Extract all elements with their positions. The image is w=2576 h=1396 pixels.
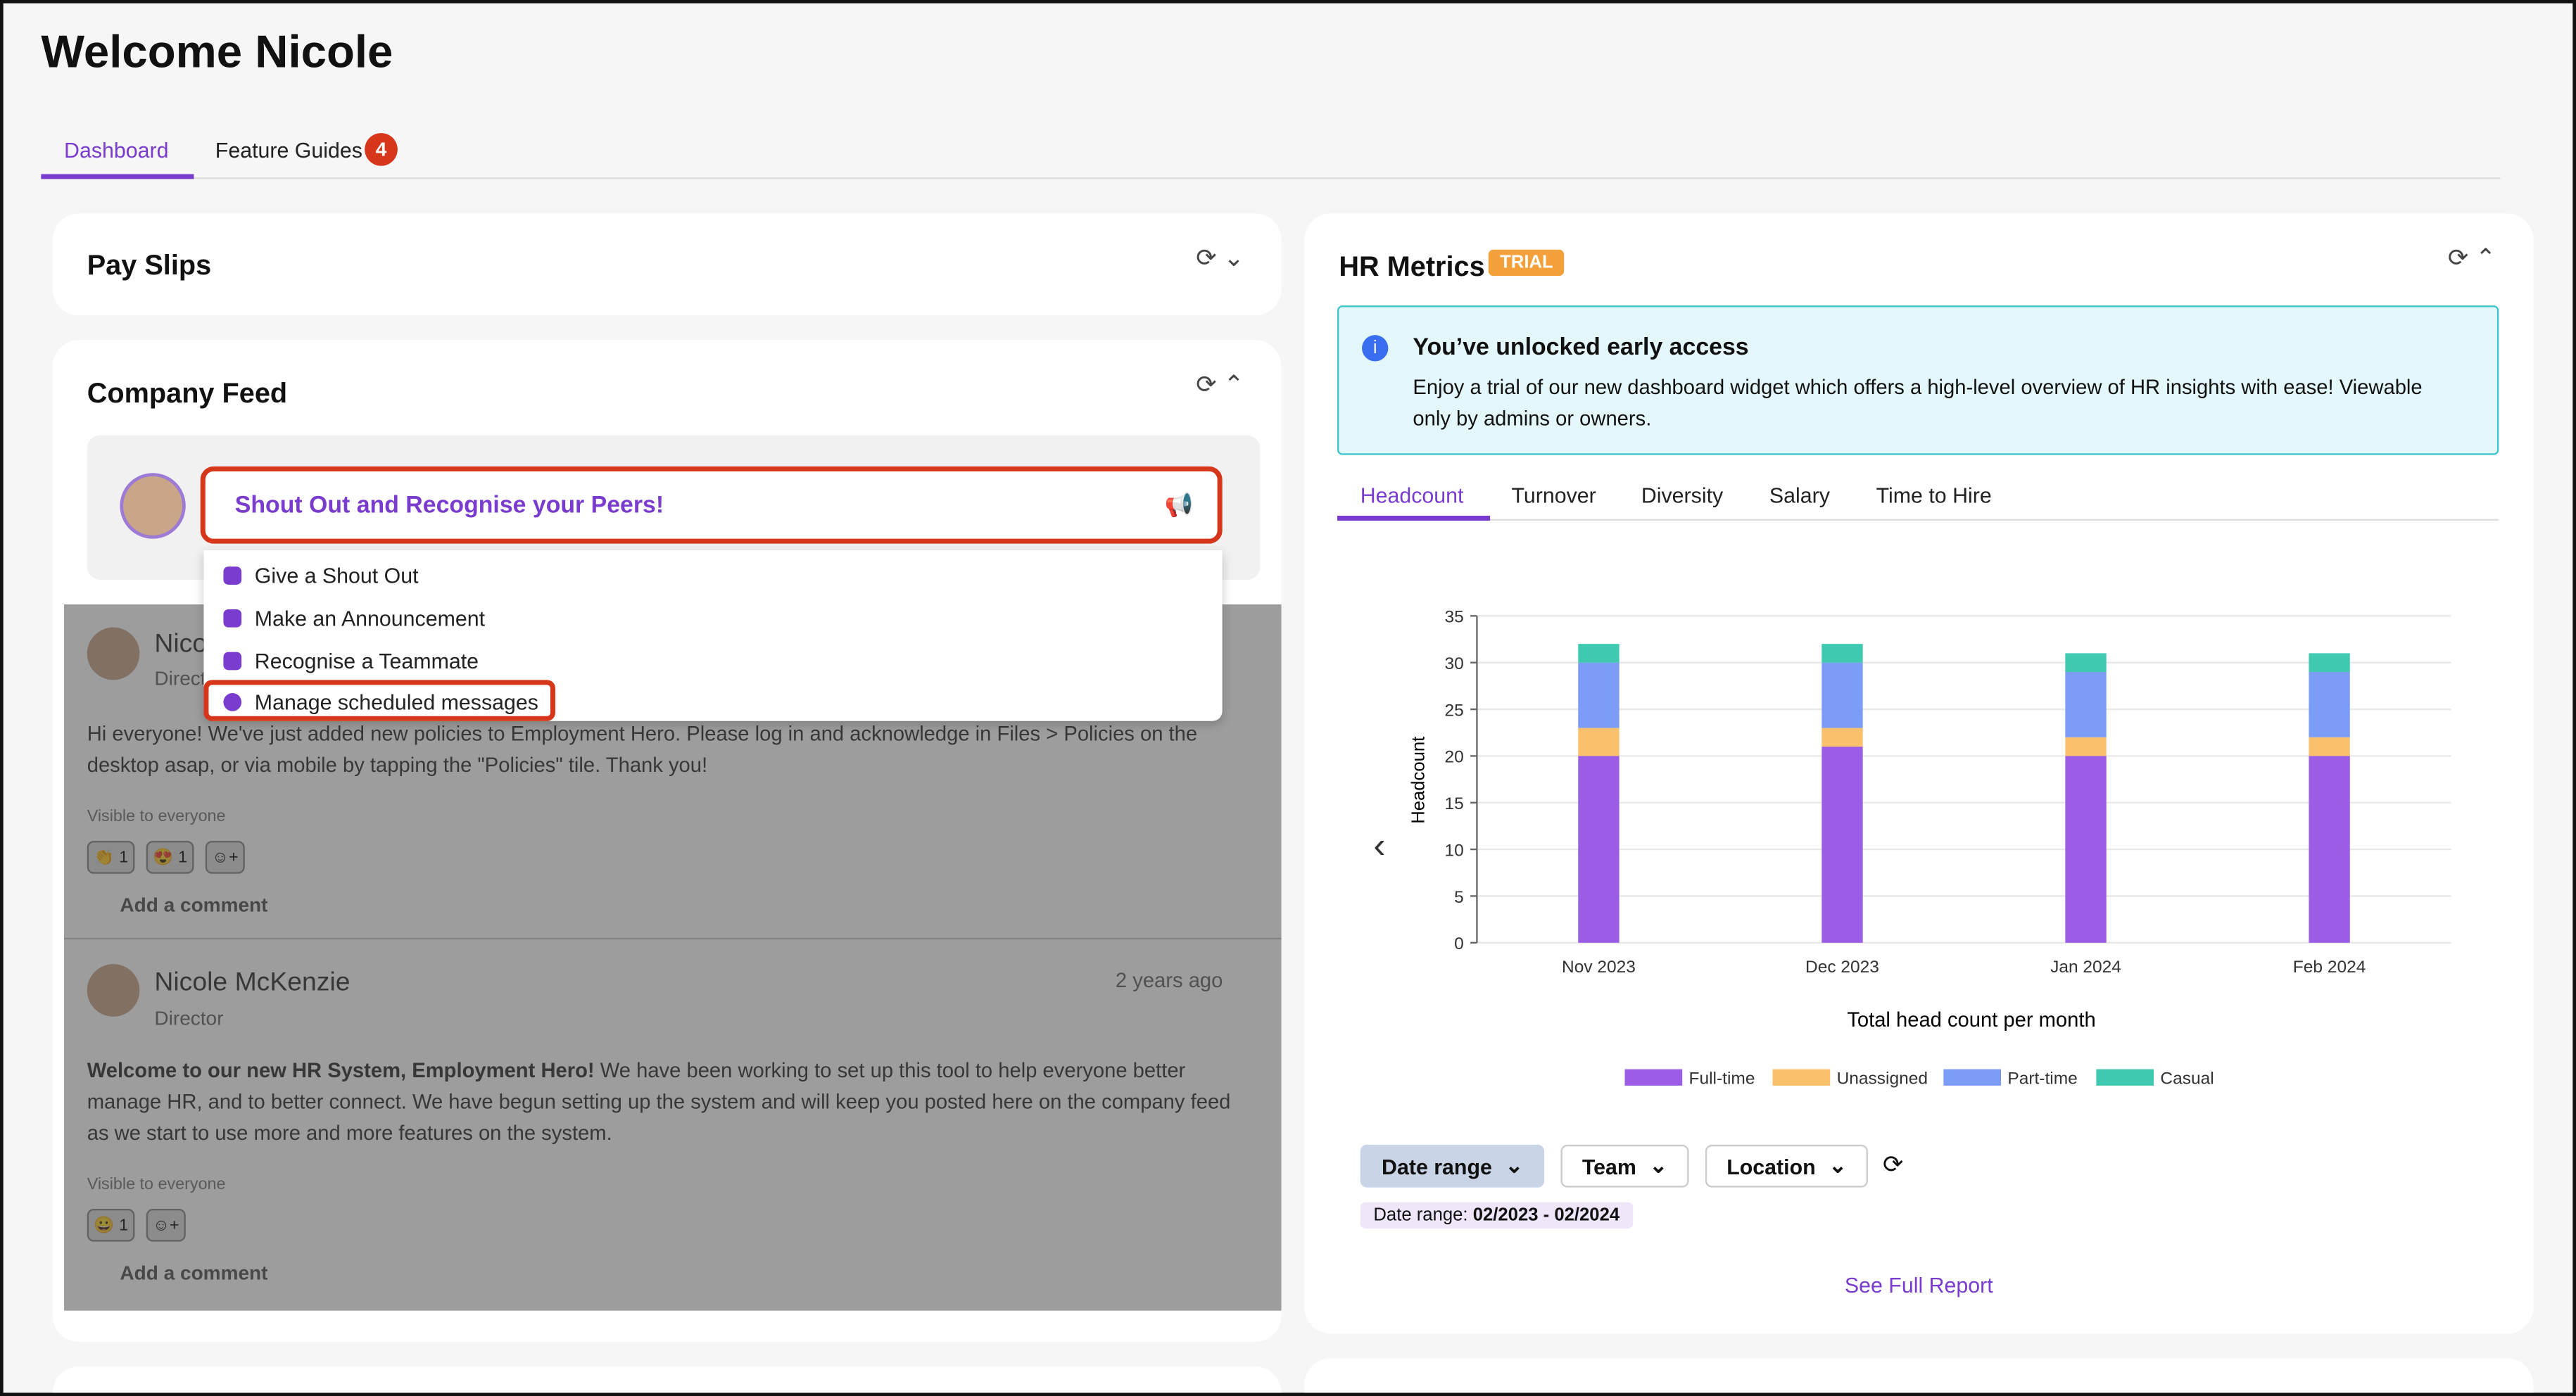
y-tick-label: 0 [1454, 934, 1464, 953]
badge: 4 [365, 133, 398, 166]
bar-segment [2309, 756, 2350, 943]
page-title: Welcome Nicole [41, 26, 393, 77]
menu-item[interactable]: Give a Shout Out [223, 563, 419, 588]
tab-divider [1337, 519, 2499, 521]
menu-item[interactable]: Make an Announcement [223, 606, 485, 630]
trial-badge: TRIAL [1488, 249, 1565, 277]
info-icon: i [1362, 335, 1389, 362]
bar-segment [2309, 671, 2350, 737]
metric-tab[interactable]: Salary [1769, 483, 1830, 508]
x-tick-label: Dec 2023 [1805, 958, 1879, 977]
menu-item[interactable]: Recognise a Teammate [223, 649, 479, 673]
bar-segment [1578, 756, 1620, 943]
bar-segment [1578, 728, 1620, 756]
avatar [120, 473, 186, 539]
prompt: Shout Out and Recognise your Peers! [234, 493, 664, 519]
next-card [1304, 1358, 2534, 1393]
filter-label: Date range [1382, 1153, 1492, 1179]
legend-label: Part-time [2007, 1070, 2077, 1089]
bar-segment [2309, 653, 2350, 672]
legend-swatch [1624, 1069, 1683, 1086]
legend-label: Unassigned [1837, 1070, 1928, 1089]
date-range-value: 02/2023 - 02/2024 [1472, 1205, 1620, 1226]
y-tick-label: 20 [1444, 748, 1463, 767]
metric-tab[interactable]: Turnover [1511, 483, 1596, 508]
megaphone-icon: 📢 [1164, 490, 1194, 518]
bar-segment [1821, 662, 1863, 728]
see-full-report[interactable]: See Full Report [1844, 1272, 1993, 1298]
filter-label: Team [1581, 1153, 1636, 1179]
banner-text: Enjoy a trial of our new dashboard widge… [1413, 376, 2423, 431]
reset-icon[interactable]: ⟳ [1882, 1151, 1904, 1179]
tab-indicator [41, 174, 194, 179]
bar-segment [2309, 737, 2350, 756]
prev-arrow[interactable]: ‹ [1373, 825, 1385, 865]
filter-button[interactable]: Team ⌄ [1560, 1144, 1689, 1188]
bar-segment [1821, 644, 1863, 663]
menu-item[interactable]: Manage scheduled messages [223, 690, 538, 714]
y-tick-label: 5 [1454, 888, 1464, 907]
overlay [64, 604, 1282, 1311]
x-tick-label: Jan 2024 [2050, 958, 2121, 977]
x-axis-title: Total head count per month [1847, 1009, 2095, 1032]
card-title: Company Feed [87, 377, 288, 410]
legend-swatch [1943, 1069, 2002, 1086]
legend-swatch [1772, 1069, 1831, 1086]
dropdown-menu: Give a Shout Out Make an Announcement Re… [203, 550, 1223, 721]
filter-button[interactable]: Location ⌄ [1705, 1144, 1869, 1188]
metric-tab[interactable]: Headcount [1360, 483, 1464, 508]
y-tick-label: 35 [1444, 608, 1463, 627]
bar-segment [2065, 671, 2107, 737]
legend-label: Casual [2160, 1070, 2214, 1089]
y-tick-label: 15 [1444, 794, 1463, 813]
tab[interactable]: Feature Guides [215, 138, 362, 163]
chart: ‹ Headcount Total head count per month 0… [1373, 608, 2451, 1089]
bar-segment [1578, 662, 1620, 728]
x-tick-label: Feb 2024 [2293, 958, 2366, 977]
banner-title: You’ve unlocked early access [1413, 335, 1749, 362]
company-feed-card: Company Feed ⟳ ⌃ Nicole McKenzie Directo… [52, 340, 1282, 1343]
date-range-label: Date range: [1373, 1205, 1468, 1226]
tab-divider [41, 177, 2501, 179]
highlight [203, 680, 555, 721]
y-axis-title: Headcount [1409, 737, 1429, 824]
tab[interactable]: Dashboard [64, 138, 169, 163]
filter-label: Location [1726, 1153, 1816, 1179]
bar-segment [2065, 737, 2107, 756]
bar-segment [1821, 747, 1863, 943]
menu-label: Give a Shout Out [254, 563, 419, 588]
y-tick-label: 10 [1444, 841, 1463, 860]
card-title: HR Metrics [1339, 251, 1485, 283]
feed-list: Nicole McKenzie Director Hi everyone! We… [64, 604, 1282, 1311]
legend-swatch [2096, 1069, 2154, 1086]
date-range-chip: Date range: 02/2023 - 02/2024 [1360, 1202, 1633, 1229]
refresh-icon[interactable]: ⟳ ⌃ [1196, 371, 1244, 400]
bar-segment [1578, 644, 1620, 663]
bar-segment [1821, 728, 1863, 747]
tab-indicator [1337, 515, 1491, 521]
metric-tab[interactable]: Diversity [1641, 483, 1724, 508]
filter-button[interactable]: Date range ⌄ [1360, 1144, 1545, 1188]
next-card [52, 1366, 1282, 1393]
refresh-icon[interactable]: ⟳ ⌃ [2447, 244, 2496, 273]
y-tick-label: 25 [1444, 701, 1463, 720]
card-title: Pay Slips [87, 249, 212, 281]
pay-slips-card: Pay Slips ⟳ ⌄ [52, 213, 1282, 316]
hr-metrics-card: HR Metrics TRIAL ⟳ ⌃ i You’ve unlocked e… [1304, 213, 2534, 1334]
menu-label: Manage scheduled messages [254, 690, 538, 715]
refresh-icon[interactable]: ⟳ ⌄ [1196, 244, 1244, 273]
x-tick-label: Nov 2023 [1562, 958, 1636, 977]
y-tick-label: 30 [1444, 654, 1463, 673]
bar-segment [2065, 653, 2107, 672]
menu-label: Recognise a Teammate [254, 649, 479, 674]
bar-segment [2065, 756, 2107, 943]
legend-label: Full-time [1689, 1070, 1755, 1089]
info-banner: i You’ve unlocked early access Enjoy a t… [1337, 305, 2499, 455]
menu-label: Make an Announcement [254, 606, 486, 631]
metric-tab[interactable]: Time to Hire [1876, 483, 1992, 508]
shout-out-button[interactable]: Shout Out and Recognise your Peers! 📢 [200, 466, 1223, 544]
